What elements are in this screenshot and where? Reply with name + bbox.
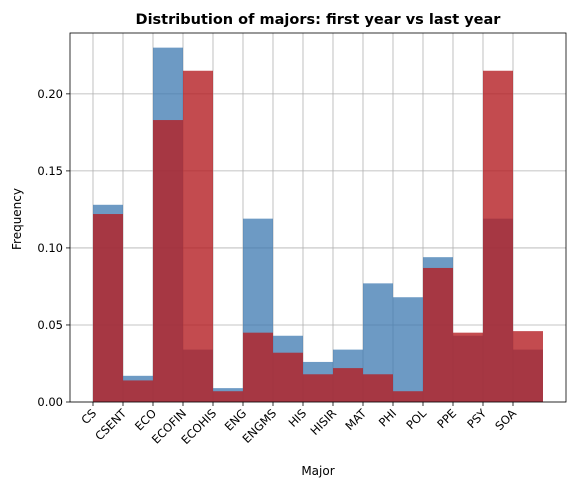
bar-series-2-cs xyxy=(93,214,123,402)
y-tick-label: 0.00 xyxy=(37,395,63,409)
bar-series-2-eco xyxy=(153,120,183,402)
x-tick-label: MAT xyxy=(342,406,370,434)
x-tick-label: HISIR xyxy=(307,406,339,438)
x-tick-label: POL xyxy=(403,406,429,432)
y-axis-ticks: 0.00 0.05 0.10 0.15 0.20 xyxy=(37,87,70,409)
bar-series-2-ppe xyxy=(453,332,483,402)
y-tick-label: 0.05 xyxy=(37,318,63,332)
x-tick-label: ENGMS xyxy=(240,406,280,446)
bar-series-2-pol xyxy=(423,267,453,402)
bar-series-2-ecofin xyxy=(183,70,213,403)
bar-series-2-phi xyxy=(393,391,423,402)
x-tick-label: CSENT xyxy=(92,406,130,444)
x-tick-label: SOA xyxy=(492,406,519,433)
y-tick-label: 0.15 xyxy=(37,164,63,178)
bar-series-1-phi xyxy=(393,297,423,402)
plot-frame xyxy=(69,32,567,403)
bar-series-2-hisir xyxy=(333,368,363,402)
bar-series-2-csent xyxy=(123,380,153,402)
y-tick-label: 0.20 xyxy=(37,87,63,101)
y-axis-label: Frequency xyxy=(10,188,24,250)
bars-layer xyxy=(93,47,543,403)
x-axis-label: Major xyxy=(301,464,334,478)
x-tick-label: CS xyxy=(78,406,99,427)
x-tick-label: PHI xyxy=(376,406,399,429)
bar-series-2-eng xyxy=(243,332,273,402)
chart-title: Distribution of majors: first year vs la… xyxy=(136,12,502,28)
x-tick-label: HIS xyxy=(286,406,310,430)
y-tick-label: 0.10 xyxy=(37,241,63,255)
bar-series-2-his xyxy=(303,374,333,402)
x-tick-label: PSY xyxy=(464,406,490,432)
bar-series-2-psy xyxy=(483,70,513,403)
bar-series-2-soa xyxy=(513,331,543,402)
x-tick-label: PPE xyxy=(434,406,459,431)
bar-series-2-mat xyxy=(363,374,393,402)
bar-series-2-ecohis xyxy=(213,391,243,402)
bar-series-2-engms xyxy=(273,352,303,402)
